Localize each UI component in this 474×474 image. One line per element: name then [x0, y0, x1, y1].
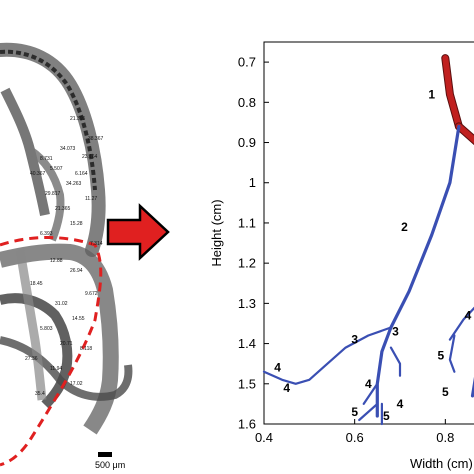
segment-number-label: 14.55 — [72, 316, 85, 322]
y-axis-label: Height (cm) — [209, 199, 224, 266]
y-tick-label: 1.6 — [238, 417, 256, 432]
segment-number-label: 5.803 — [40, 326, 53, 332]
segment-number-label: 12.88 — [50, 258, 63, 264]
y-tick-label: 0.8 — [238, 95, 256, 110]
branch-segment — [375, 124, 461, 418]
vessel-mesh-lower-3 — [0, 336, 133, 401]
x-axis-label: Width (cm) — [410, 456, 473, 471]
branch-segment — [389, 346, 402, 377]
segment-number-label: 23.164 — [82, 154, 98, 160]
branch-segment — [262, 326, 392, 385]
segment-number-label: 6.393 — [40, 231, 53, 237]
segment-number-label: 40.367 — [30, 171, 46, 177]
vessel-branch-middle — [27, 146, 65, 242]
segment-number-label: 7.314 — [90, 241, 103, 247]
y-tick-label: 1.5 — [238, 376, 256, 391]
segment-number-label: 35.4 — [35, 391, 45, 397]
segment-number-label: 20.71 — [60, 341, 73, 347]
x-tick-label: 0.8 — [436, 430, 454, 445]
segment-number-label: 27.36 — [25, 356, 38, 362]
order-label: 5 — [437, 349, 444, 363]
axis-ticks: 0.7 0.8 0.9 1 1.1 1.2 1.3 1.4 1.5 1.60.4 0.6 0.8 — [238, 55, 454, 445]
order-label: 4 — [283, 381, 290, 395]
vessel-arc-inner — [0, 49, 97, 191]
y-tick-label: 0.7 — [238, 55, 256, 70]
branch-segment — [448, 306, 474, 341]
order-label: 3 — [392, 325, 399, 339]
order-label: 4 — [465, 309, 472, 323]
order-label: 5 — [351, 405, 358, 419]
branch-segments — [262, 124, 474, 426]
y-tick-label: 1 — [249, 175, 256, 190]
order-label: 4 — [274, 361, 281, 375]
order-label: 5 — [442, 385, 449, 399]
scale-bar-label: 500 μm — [95, 460, 125, 470]
scale-bar — [98, 452, 112, 457]
segment-number-label: 34.073 — [60, 146, 76, 152]
plot-frame — [263, 41, 474, 425]
segment-number-label: 5.507 — [50, 166, 63, 172]
vessel-tree-plot: 1232333445444545555 0.70.80.911.11.21.31… — [209, 41, 474, 471]
segment-number-label: 9.672 — [85, 291, 98, 297]
y-tick-label: 1.3 — [238, 296, 256, 311]
right-arrow-icon — [106, 203, 170, 261]
branch-segment — [362, 382, 379, 405]
segment-number-label: 11.94 — [50, 366, 62, 372]
segment-number-label: 11.27 — [85, 196, 97, 202]
vessel-arc-outer — [0, 42, 106, 257]
segment-number-label: 34.263 — [66, 181, 82, 187]
root-segment — [455, 123, 474, 144]
vessel-mesh-lower-4 — [15, 249, 47, 401]
order-label: 3 — [351, 333, 358, 347]
segment-number-label: 21.365 — [55, 206, 71, 212]
selection-outline — [0, 236, 103, 467]
order-label: 4 — [397, 397, 404, 411]
segment-number-label: 26.94 — [70, 268, 83, 274]
x-tick-label: 0.6 — [346, 430, 364, 445]
segment-number-label: 21.395 — [70, 116, 86, 122]
angiogram-panel: 21.395 38.367 34.073 23.164 8.731 5.507 40.367… — [0, 42, 133, 470]
y-tick-label: 1.2 — [238, 256, 256, 271]
y-tick-label: 1.4 — [238, 336, 256, 351]
order-label: 5 — [383, 409, 390, 423]
segment-number-label: 8.731 — [40, 156, 53, 162]
order-label: 1 — [428, 87, 435, 101]
root-segments — [441, 54, 474, 146]
segment-number-label: 15.28 — [70, 221, 83, 227]
segment-number-label: 18.45 — [30, 281, 43, 287]
segment-number-label: 31.02 — [55, 301, 68, 307]
segment-number-label: 29.817 — [45, 191, 61, 197]
segment-number-label: 8.118 — [80, 346, 92, 352]
segment-number-label: 17.02 — [70, 381, 83, 387]
y-tick-label: 1.1 — [238, 215, 256, 230]
y-tick-label: 0.9 — [238, 135, 256, 150]
order-label: 4 — [365, 377, 372, 391]
segment-number-labels: 21.395 38.367 34.073 23.164 8.731 5.507 40.367… — [25, 116, 104, 397]
segment-number-label: 6.164 — [75, 171, 88, 177]
branch-segment — [358, 402, 379, 422]
x-tick-label: 0.4 — [255, 430, 273, 445]
branch-segment — [448, 334, 456, 373]
segment-number-label: 38.367 — [88, 136, 104, 142]
order-label: 2 — [401, 220, 408, 234]
order-labels: 1232333445444545555 — [274, 87, 474, 423]
root-segment — [442, 55, 462, 130]
